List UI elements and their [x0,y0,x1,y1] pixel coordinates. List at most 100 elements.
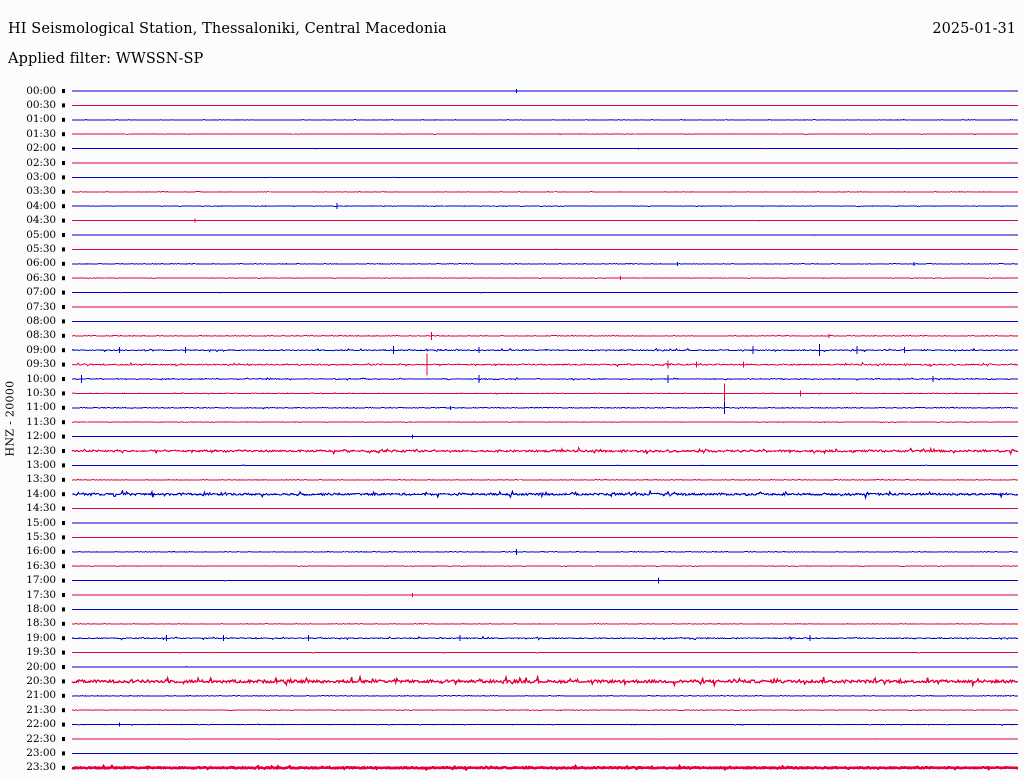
trace-0830 [71,334,1019,337]
time-label-0100: 01:00 [26,113,56,126]
trace-1530 [72,536,1019,539]
trace-1700 [71,579,1019,582]
row-tick [62,477,65,482]
record-date: 2025-01-31 [932,21,1016,37]
row-tick [62,290,65,295]
row-tick [62,665,65,669]
time-label-0130: 01:30 [26,127,56,140]
trace-0430 [71,219,1019,222]
row-tick [62,89,65,93]
trace-0930 [71,361,1019,368]
time-label-1030: 10:30 [26,386,56,399]
page-title: HI Seismological Station, Thessaloniki, … [8,21,447,37]
row-tick [62,276,65,281]
time-label-1400: 14:00 [26,487,56,500]
row-tick [62,218,65,223]
row-tick [62,679,65,684]
applied-filter-label: Applied filter: WWSSN-SP [8,51,204,67]
row-tick [62,463,65,468]
trace-2130 [71,709,1019,711]
time-label-1330: 13:30 [26,473,56,486]
seismogram-canvas [62,89,1019,772]
time-label-2100: 21:00 [26,689,56,702]
time-label-0330: 03:30 [26,185,56,198]
trace-1830 [71,622,1019,625]
time-label-0800: 08:00 [26,314,56,327]
trace-1100 [71,406,1019,410]
time-label-1630: 16:30 [26,559,56,572]
time-label-0730: 07:30 [26,300,56,313]
time-label-0300: 03:00 [26,170,56,183]
row-tick [62,578,65,583]
time-label-0400: 04:00 [26,199,56,212]
time-label-1800: 18:00 [26,602,56,615]
time-label-2300: 23:00 [26,746,56,759]
row-tick [62,621,65,626]
row-tick [62,751,65,756]
row-tick [62,333,65,338]
row-tick [62,506,65,511]
trace-1000 [71,377,1019,381]
row-tick [62,261,65,266]
time-label-1200: 12:00 [26,430,56,443]
trace-1400 [71,489,1019,500]
time-label-0500: 05:00 [26,228,56,241]
time-label-0000: 00:00 [26,84,56,97]
row-tick [62,535,65,540]
trace-2200 [72,723,1019,726]
time-label-1430: 14:30 [26,502,56,515]
trace-2230 [71,738,1018,740]
row-tick [62,319,65,324]
row-tick [62,549,65,554]
time-label-2130: 21:30 [26,703,56,716]
time-label-0430: 04:30 [26,214,56,227]
row-tick [62,233,65,237]
time-label-1100: 11:00 [26,401,56,414]
time-label-1900: 19:00 [26,631,56,644]
row-tick [62,708,65,713]
trace-2000 [71,666,1019,668]
time-label-1600: 16:00 [26,545,56,558]
row-tick [62,362,65,367]
row-tick [62,146,65,151]
time-label-0530: 05:30 [26,242,56,255]
row-tick [62,391,65,396]
row-tick [62,449,65,453]
trace-1230 [71,446,1019,456]
trace-1930 [71,651,1019,654]
row-tick [62,636,65,641]
row-tick [62,722,65,727]
trace-2030 [71,674,1019,688]
time-label-0930: 09:30 [26,358,56,371]
trace-1300 [71,464,1019,467]
row-tick [62,650,65,655]
time-label-0230: 02:30 [26,156,56,169]
row-tick [62,189,65,194]
row-tick [62,204,65,209]
time-label-0030: 00:30 [26,98,56,111]
row-tick [62,693,65,698]
time-label-1530: 15:30 [26,530,56,543]
row-tick [62,564,65,569]
row-tick [62,117,65,122]
trace-2330 [71,763,1019,772]
time-label-1300: 13:00 [26,458,56,471]
row-tick [62,405,65,410]
header: HI Seismological Station, Thessaloniki, … [0,0,1024,78]
time-label-1700: 17:00 [26,574,56,587]
time-label-1000: 10:00 [26,372,56,385]
time-label-2200: 22:00 [26,718,56,731]
row-tick [62,132,65,137]
time-label-0630: 06:30 [26,271,56,284]
trace-1330 [71,478,1019,481]
row-tick [62,305,65,309]
time-label-0600: 06:00 [26,257,56,270]
row-tick [62,492,65,497]
time-label-0700: 07:00 [26,286,56,299]
time-label-1730: 17:30 [26,588,56,601]
time-label-2030: 20:30 [26,674,56,687]
row-tick [62,247,65,252]
row-tick [62,103,65,108]
time-label-2230: 22:30 [26,732,56,745]
trace-0600 [71,263,1019,265]
